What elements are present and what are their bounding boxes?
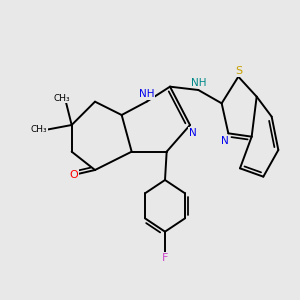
Text: N: N — [221, 136, 229, 146]
Text: CH₃: CH₃ — [31, 125, 47, 134]
Text: N: N — [189, 128, 197, 137]
Text: CH₃: CH₃ — [54, 94, 70, 103]
Text: O: O — [69, 170, 78, 180]
Text: S: S — [235, 66, 242, 76]
Text: NH: NH — [190, 77, 206, 88]
Text: F: F — [162, 253, 168, 263]
Text: NH: NH — [139, 89, 154, 99]
